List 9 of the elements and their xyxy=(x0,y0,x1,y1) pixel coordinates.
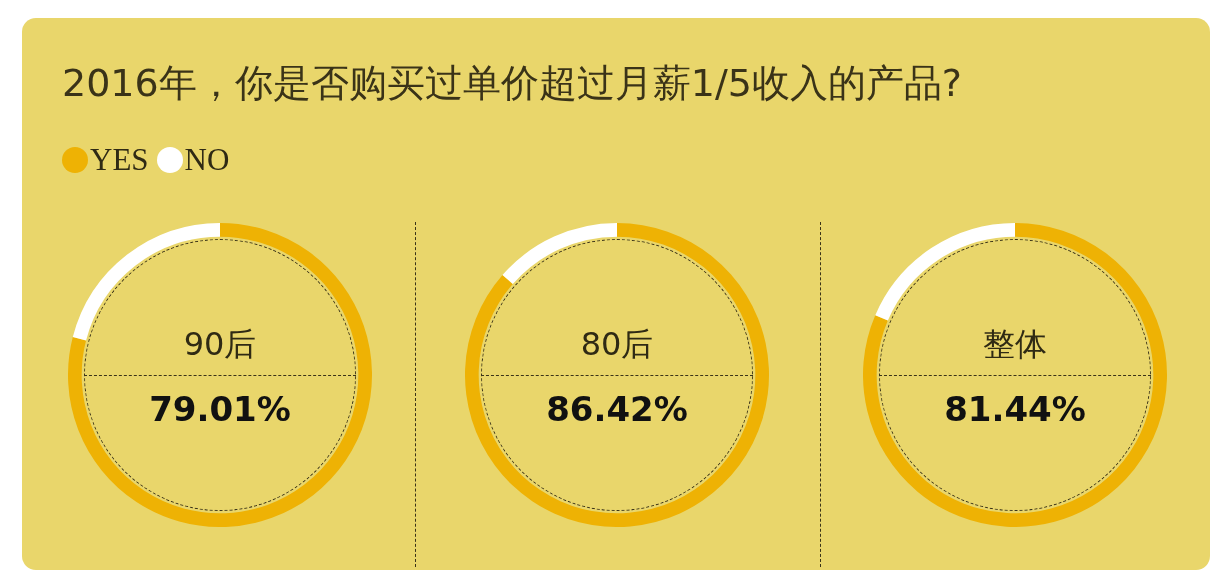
data-label: 79.01% xyxy=(148,389,292,429)
legend-label: YES xyxy=(90,142,149,178)
text: 80后 xyxy=(579,324,655,365)
text: 整体 xyxy=(982,324,1048,365)
text: 90后 xyxy=(182,324,258,365)
data-label: 86.42% xyxy=(545,389,689,429)
data-label: 81.44% xyxy=(943,389,1087,429)
text: 2016年，你是否购买过单价超过月薪1/5收入的产品? xyxy=(62,60,963,107)
legend-label: NO xyxy=(184,142,230,178)
